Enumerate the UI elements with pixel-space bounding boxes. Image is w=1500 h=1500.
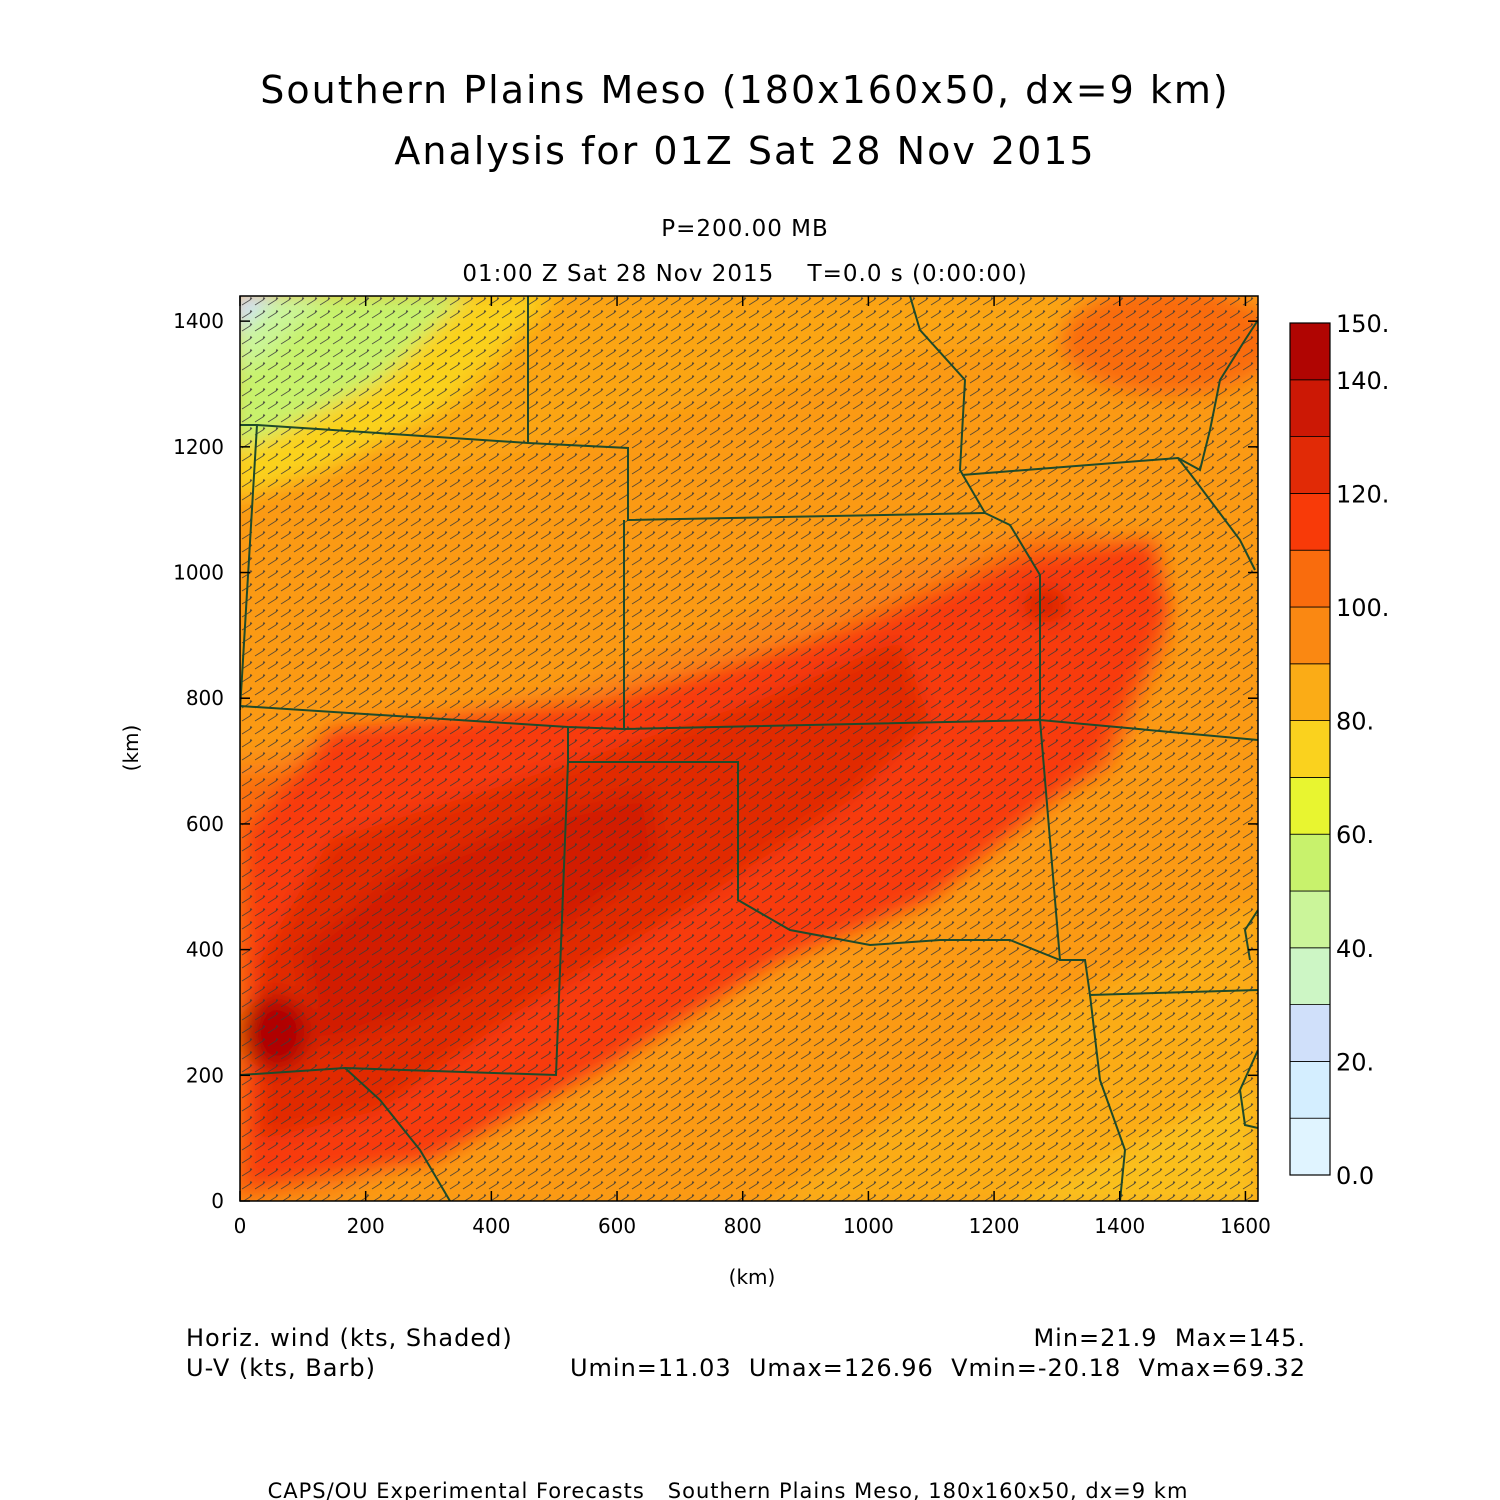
colorbar-label: 60. (1336, 821, 1374, 849)
title-line1: Southern Plains Meso (180x160x50, dx=9 k… (260, 68, 1229, 112)
colorbar-swatch (1289, 833, 1331, 892)
colorbar: 0.0 20. 40. 60. 80. 100. 120. 140. 150. (1289, 310, 1389, 1190)
x-axis-label: (km) (729, 1265, 776, 1289)
x-tick-label: 1600 (1220, 1214, 1271, 1238)
colorbar-swatch (1289, 322, 1331, 381)
colorbar-label: 120. (1336, 480, 1389, 508)
colorbar-swatch (1289, 436, 1331, 494)
y-tick-label: 1200 (173, 435, 224, 459)
colorbar-swatch (1289, 1061, 1331, 1119)
x-tick-label: 0 (234, 1214, 247, 1238)
colorbar-swatch (1289, 1004, 1331, 1062)
colorbar-label: 150. (1336, 310, 1389, 338)
colorbar-swatch (1289, 492, 1331, 551)
x-tick-label: 400 (472, 1214, 510, 1238)
plot-frame (239, 295, 1259, 1202)
colorbar-swatch (1289, 606, 1331, 665)
time-label: 01:00 Z Sat 28 Nov 2015 T=0.0 s (0:00:00… (462, 261, 1027, 287)
field-description: Horiz. wind (kts, Shaded) (186, 1324, 513, 1352)
state-boundaries (240, 296, 1258, 1201)
y-axis: 0 200 400 600 800 1000 1200 1400 (173, 309, 1258, 1213)
colorbar-swatch (1289, 379, 1331, 437)
colorbar-swatch (1289, 947, 1331, 1005)
colorbar-swatch (1289, 720, 1331, 778)
x-tick-label: 1200 (969, 1214, 1020, 1238)
level-label: P=200.00 MB (661, 216, 829, 242)
y-tick-label: 200 (186, 1063, 224, 1087)
y-axis-label: (km) (119, 725, 143, 772)
y-tick-label: 1400 (173, 309, 224, 333)
y-tick-label: 0 (211, 1189, 224, 1213)
uv-min-max-readout: Umin=11.03 Umax=126.96 Vmin=-20.18 Vmax=… (570, 1354, 1306, 1382)
x-tick-label: 1400 (1094, 1214, 1145, 1238)
min-max-readout: Min=21.9 Max=145. (1033, 1324, 1306, 1352)
colorbar-swatch (1289, 890, 1331, 949)
credit-line: CAPS/OU Experimental Forecasts Southern … (268, 1479, 1189, 1500)
x-tick-label: 800 (724, 1214, 762, 1238)
colorbar-label: 40. (1336, 935, 1374, 963)
colorbar-label: 140. (1336, 367, 1389, 395)
x-axis: 0 200 400 600 800 1000 1200 1400 1600 (234, 296, 1271, 1238)
colorbar-label: 0.0 (1336, 1162, 1374, 1190)
wind-speed-shading (240, 296, 1258, 1201)
x-tick-label: 600 (598, 1214, 636, 1238)
colorbar-label: 100. (1336, 594, 1389, 622)
y-tick-label: 800 (186, 686, 224, 710)
vector-description: U-V (kts, Barb) (186, 1354, 376, 1382)
x-tick-label: 200 (347, 1214, 385, 1238)
y-tick-label: 1000 (173, 561, 224, 585)
x-tick-label: 1000 (843, 1214, 894, 1238)
colorbar-label: 80. (1336, 708, 1374, 736)
colorbar-swatch (1289, 549, 1331, 608)
title-line2: Analysis for 01Z Sat 28 Nov 2015 (394, 129, 1095, 173)
y-tick-label: 600 (186, 812, 224, 836)
colorbar-swatch (1289, 663, 1331, 721)
y-tick-label: 400 (186, 938, 224, 962)
colorbar-swatch (1289, 777, 1331, 835)
colorbar-label: 20. (1336, 1048, 1374, 1076)
colorbar-swatch (1289, 1117, 1331, 1176)
colorbar-frame (1289, 322, 1331, 1176)
